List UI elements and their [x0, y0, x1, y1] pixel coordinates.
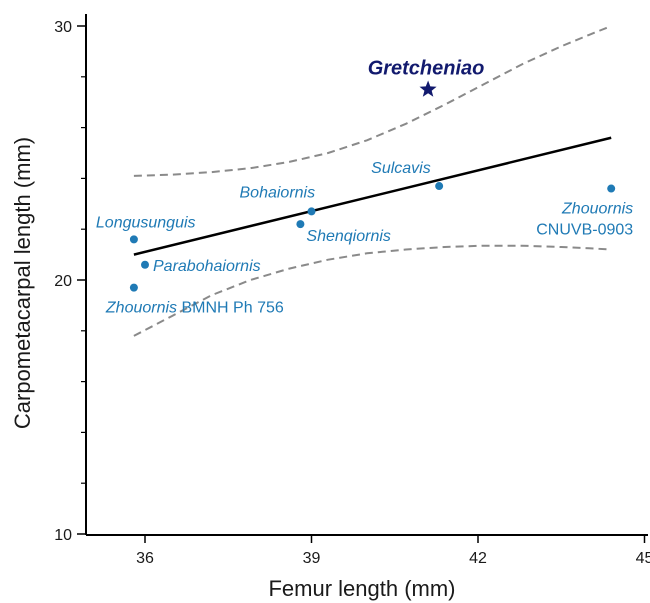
- y-tick-label: 10: [54, 527, 72, 544]
- confidence-upper-curve: [133, 25, 612, 177]
- data-point: [129, 283, 138, 292]
- highlight-point-label: Gretcheniao: [368, 58, 485, 80]
- data-point-label: Bohaiornis: [240, 184, 316, 201]
- y-tick-label: 30: [54, 19, 72, 36]
- x-tick-label: 36: [136, 550, 154, 567]
- x-tick-label: 45: [636, 550, 650, 567]
- data-point: [435, 182, 444, 191]
- data-point-label: Longusunguis: [96, 214, 196, 231]
- y-axis-title: Carpometacarpal length (mm): [10, 137, 35, 429]
- data-point-label: Zhouornis BMNH Ph 756: [105, 300, 284, 317]
- data-point-label: Parabohaiornis: [153, 258, 261, 275]
- data-point: [607, 184, 616, 193]
- regression-line: [133, 136, 612, 256]
- confidence-lower-curve: [133, 244, 612, 337]
- data-point: [141, 260, 149, 269]
- data-point: [129, 235, 138, 244]
- y-tick-label: 20: [54, 273, 72, 290]
- data-point-label: Sulcavis: [371, 160, 431, 177]
- data-point-label: Zhouornis CNUVB-0903: [536, 201, 633, 239]
- data-point-label: Shenqiornis: [306, 228, 391, 245]
- data-point: [296, 220, 305, 229]
- highlight-star-marker: [419, 80, 437, 97]
- x-tick-label: 42: [469, 550, 487, 567]
- data-point: [307, 207, 316, 216]
- plot-area: 36 39 42 45 10 20 30 Longusunguis Parabohaiornis…: [54, 14, 650, 567]
- x-axis-title: Femur length (mm): [268, 576, 455, 601]
- x-tick-label: 39: [303, 550, 321, 567]
